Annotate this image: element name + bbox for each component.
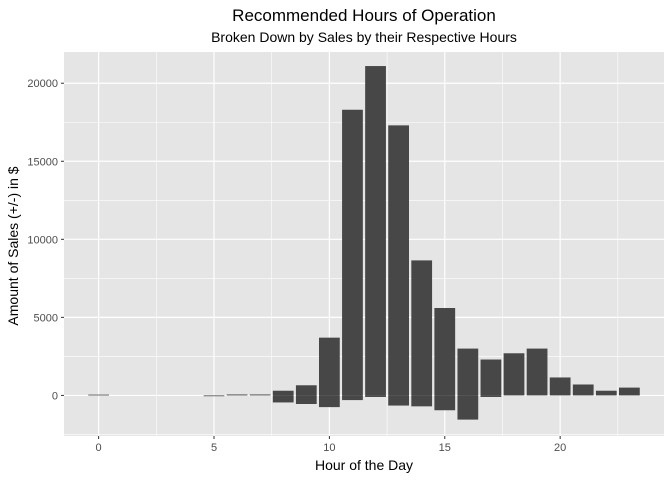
x-tick-label: 5 (211, 442, 217, 454)
x-tick-label: 0 (96, 442, 102, 454)
y-axis: 0 5000 10000 15000 20000 (27, 78, 64, 402)
bar (272, 390, 294, 396)
bar (572, 384, 594, 396)
bar (203, 395, 225, 397)
y-axis-title: Amount of Sales (+/-) in $ (5, 166, 21, 325)
bar (342, 109, 363, 396)
bar (226, 394, 248, 396)
bar (88, 394, 109, 396)
bar (411, 395, 433, 407)
x-tick-label: 10 (323, 442, 335, 454)
bar (619, 387, 640, 396)
bar (526, 348, 548, 396)
bar (388, 125, 409, 396)
bar (480, 395, 502, 397)
bar (295, 395, 317, 404)
bar (480, 359, 502, 396)
bar (388, 395, 409, 406)
x-axis: 0 5 10 15 20 (96, 436, 566, 454)
bar (411, 260, 433, 396)
bar (434, 308, 456, 396)
x-tick-label: 15 (439, 442, 451, 454)
x-axis-title: Hour of the Day (315, 457, 413, 473)
y-tick-label: 0 (52, 390, 58, 402)
bar (457, 348, 479, 396)
bar (503, 353, 525, 396)
minor-gridlines (64, 52, 664, 436)
bar (249, 394, 271, 396)
bar (342, 395, 363, 401)
bar (595, 390, 617, 396)
bar (365, 395, 386, 397)
bar (295, 385, 317, 396)
y-tick-label: 5000 (34, 312, 58, 324)
y-tick-label: 20000 (27, 78, 58, 90)
bar (549, 377, 571, 396)
chart-subtitle: Broken Down by Sales by their Respective… (211, 29, 517, 45)
y-tick-label: 15000 (27, 156, 58, 168)
bar (457, 395, 479, 420)
x-tick-label: 20 (554, 442, 566, 454)
bar (319, 395, 340, 408)
chart-title: Recommended Hours of Operation (232, 6, 496, 25)
bar (365, 66, 386, 396)
bar (434, 395, 456, 411)
bars (88, 66, 640, 420)
bar (319, 337, 340, 396)
plot-panel (64, 52, 664, 436)
y-tick-label: 10000 (27, 234, 58, 246)
bar (272, 395, 294, 403)
